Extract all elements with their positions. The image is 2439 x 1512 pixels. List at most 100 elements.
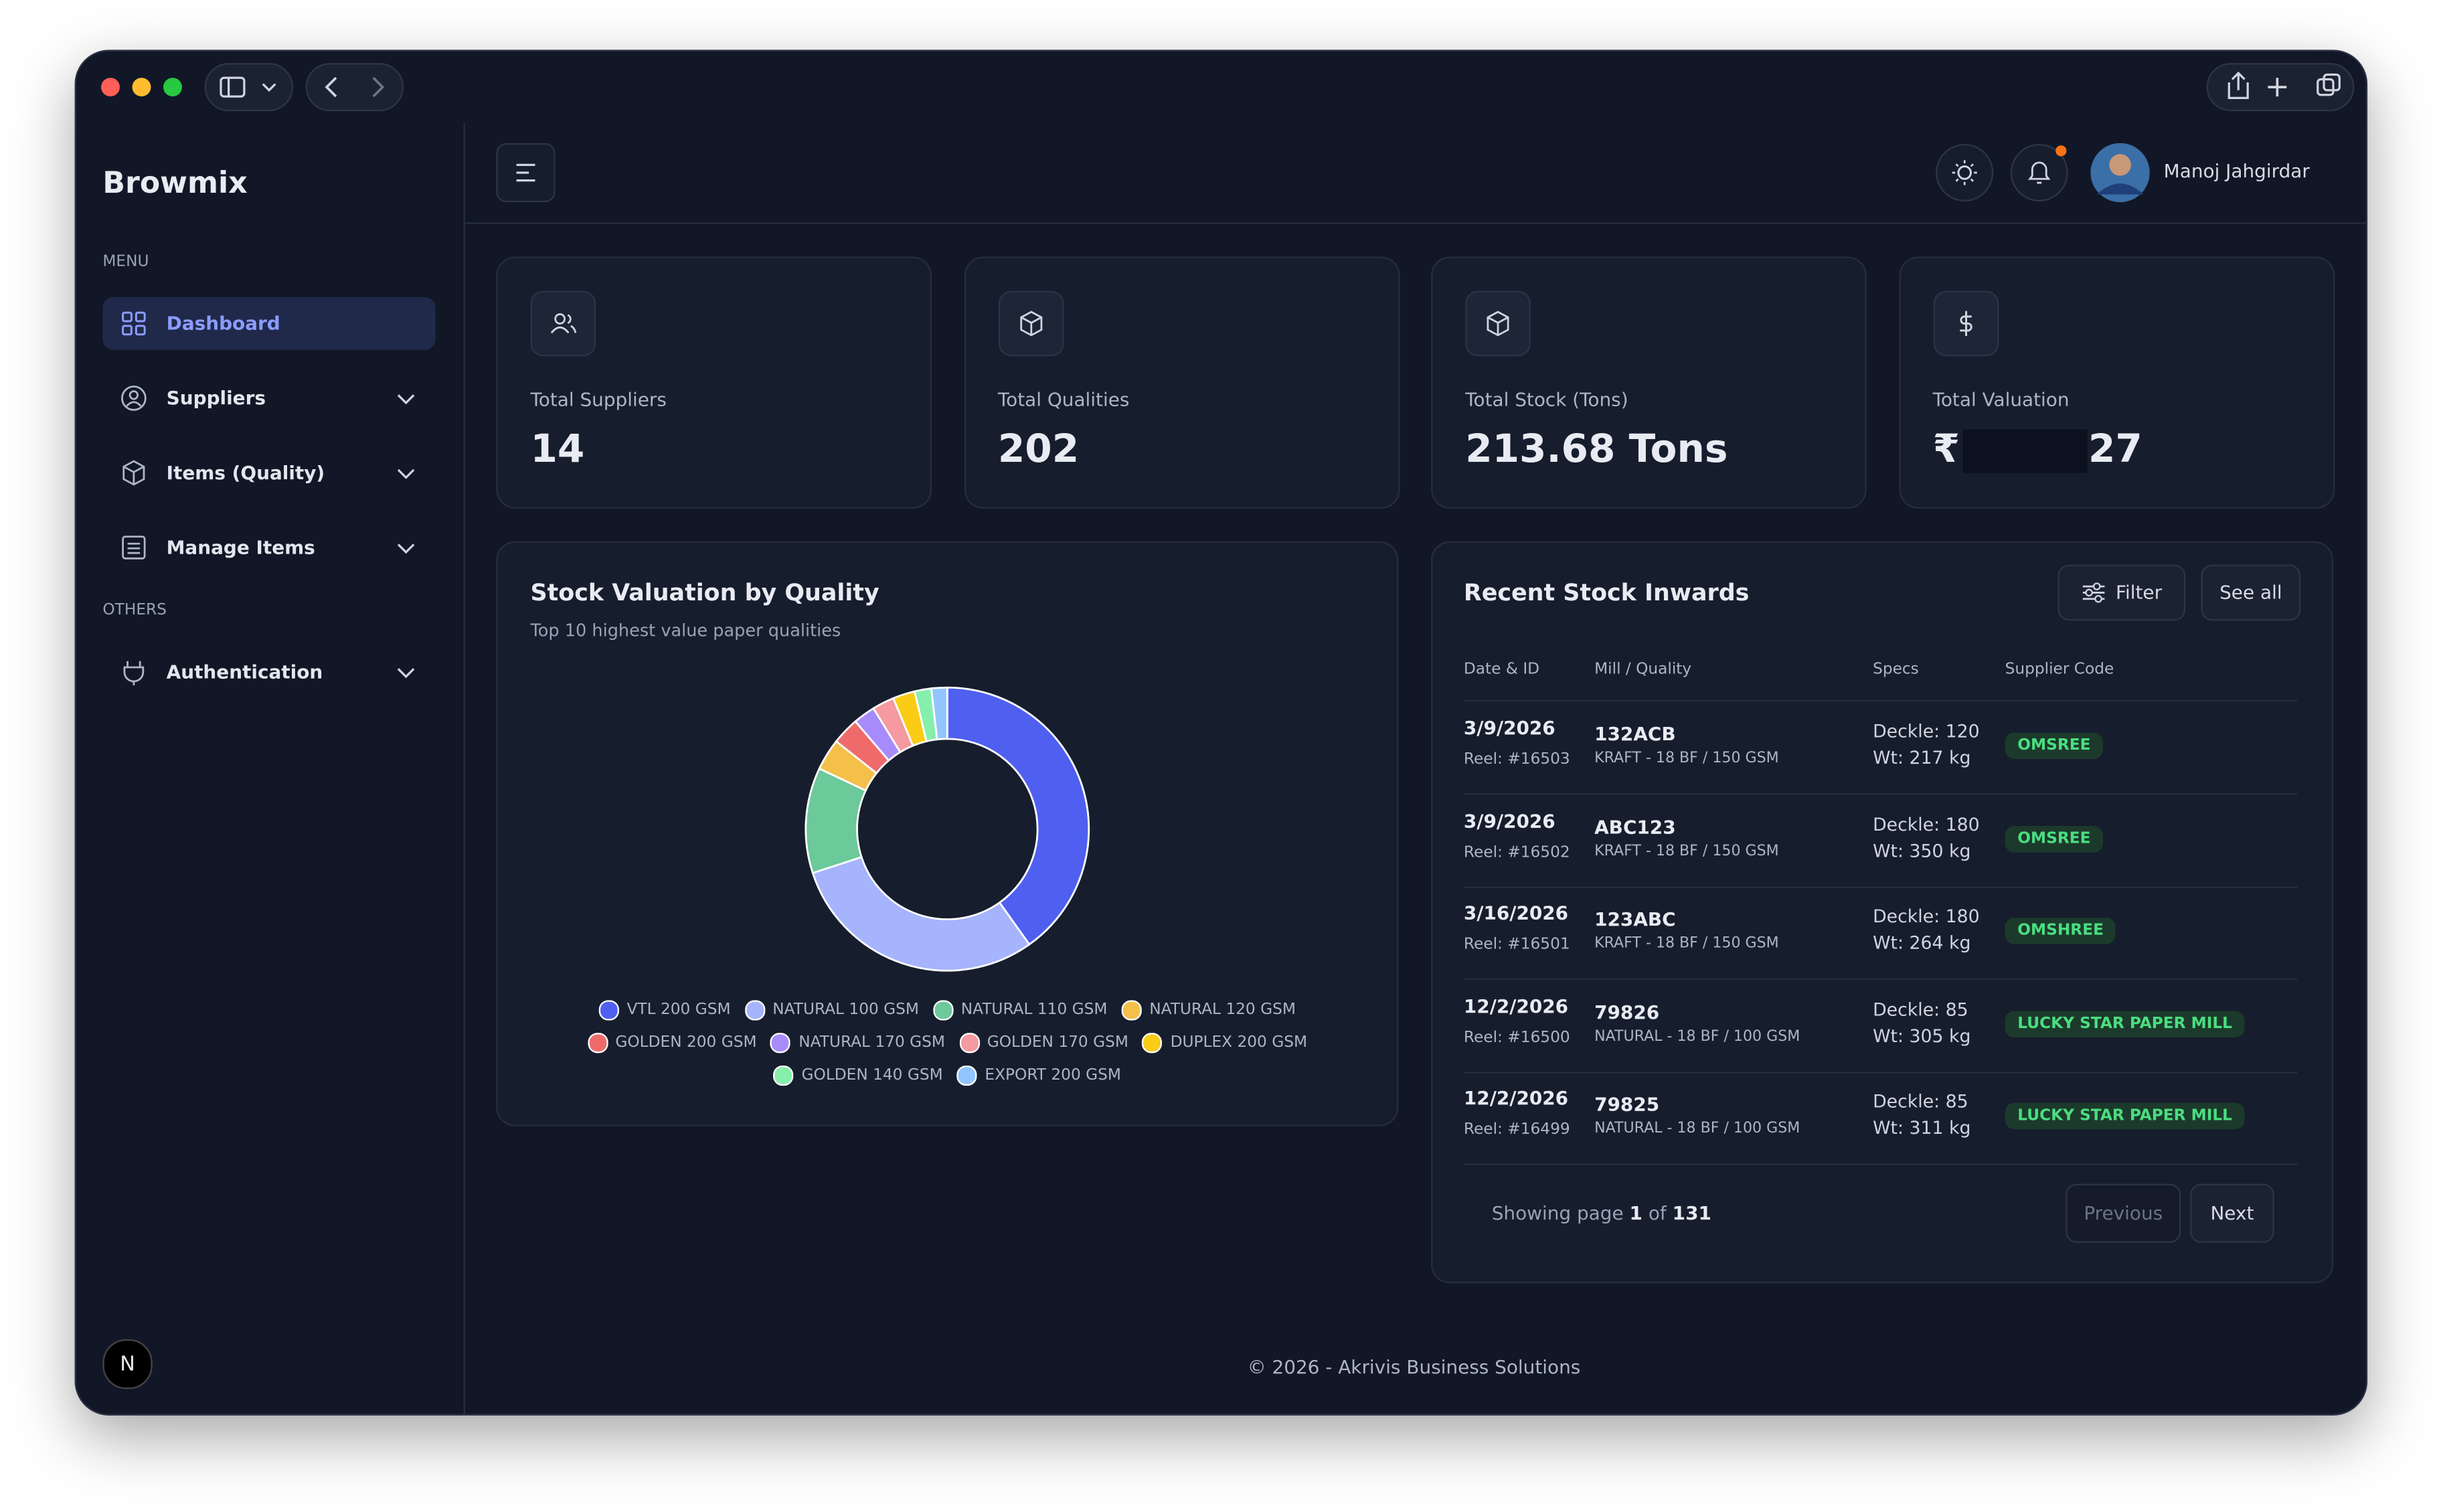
stat-value: ₹ <box>1932 426 1960 472</box>
weight: Wt: 311 kg <box>1873 1116 1971 1139</box>
badge[interactable]: N <box>102 1339 153 1390</box>
supplier-code: LUCKY STAR PAPER MILL <box>2005 1102 2245 1130</box>
filter-button[interactable]: Filter <box>2057 564 2186 621</box>
legend-item[interactable]: GOLDEN 170 GSM <box>958 1033 1128 1054</box>
tabs-icon[interactable] <box>2317 78 2335 96</box>
sidebar-toggle[interactable] <box>204 63 294 112</box>
legend-item[interactable]: VTL 200 GSM <box>598 1000 731 1021</box>
reel-id: Reel: #16500 <box>1463 1029 1570 1046</box>
title-bar <box>101 63 2355 112</box>
back-icon[interactable] <box>325 76 337 98</box>
legend-label: NATURAL 100 GSM <box>772 1001 920 1019</box>
legend-item[interactable]: NATURAL 170 GSM <box>770 1033 945 1054</box>
deckle: Deckle: 180 <box>1873 905 1980 928</box>
icon <box>121 386 147 411</box>
legend-swatch <box>1121 1000 1142 1021</box>
date: 3/9/2026 <box>1463 717 1555 739</box>
weight: Wt: 217 kg <box>1873 746 1971 769</box>
user-name[interactable]: Manoj Jahgirdar <box>2163 160 2310 182</box>
stat-icon <box>1932 290 1999 357</box>
legend-item[interactable]: GOLDEN 140 GSM <box>773 1065 943 1086</box>
legend-label: VTL 200 GSM <box>626 1001 731 1019</box>
legend-label: DUPLEX 200 GSM <box>1170 1034 1308 1052</box>
mill: ABC123 <box>1594 815 1676 838</box>
theme-toggle[interactable] <box>1936 143 1994 201</box>
stat-value: 213.68 Tons <box>1465 426 1728 472</box>
minimize-button[interactable] <box>132 78 151 97</box>
close-button[interactable] <box>101 78 120 97</box>
menu-item[interactable]: Dashboard <box>102 297 436 350</box>
menu-label: Dashboard <box>166 313 280 335</box>
stat-label: Total Valuation <box>1932 389 2070 411</box>
redaction <box>1962 429 2087 473</box>
stat-card: Total Valuation ₹27 <box>1898 256 2335 509</box>
column-header: Supplier Code <box>2005 661 2114 679</box>
menu-label: Suppliers <box>166 387 266 410</box>
quality: KRAFT - 18 BF / 150 GSM <box>1594 750 1779 767</box>
donut-slice <box>930 686 948 741</box>
legend-item[interactable]: NATURAL 110 GSM <box>932 1000 1107 1021</box>
supplier-code: OMSHREE <box>2005 918 2116 944</box>
new-tab-icon[interactable] <box>2268 78 2287 97</box>
header-actions <box>1936 143 2150 203</box>
legend-label: GOLDEN 170 GSM <box>987 1034 1128 1052</box>
icon <box>2028 161 2051 184</box>
next-button[interactable]: Next <box>2190 1183 2274 1243</box>
menu-item[interactable]: Suppliers <box>102 371 435 424</box>
table-title: Recent Stock Inwards <box>1463 578 1750 607</box>
donut-chart <box>805 686 1090 972</box>
stat-icon <box>1465 290 1531 357</box>
icon <box>1957 165 1972 180</box>
tabs-icon[interactable] <box>2323 73 2341 92</box>
forward-icon[interactable] <box>372 76 385 98</box>
notifications[interactable] <box>2010 143 2068 201</box>
menu-item[interactable]: Manage Items <box>102 521 435 574</box>
zoom-button[interactable] <box>163 78 182 97</box>
menu-item[interactable]: Items (Quality) <box>102 446 435 499</box>
legend-swatch <box>598 1000 619 1021</box>
table-card <box>1431 541 2333 1284</box>
legend-item[interactable]: EXPORT 200 GSM <box>956 1065 1121 1086</box>
reel-id: Reel: #16499 <box>1463 1121 1570 1139</box>
legend-swatch <box>958 1033 980 1054</box>
row-separator <box>1463 793 2298 795</box>
mill: 79825 <box>1594 1093 1660 1116</box>
footer: © 2026 - Akrivis Business Solutions <box>1247 1356 1581 1379</box>
share-icon[interactable] <box>2227 71 2249 100</box>
legend-item[interactable]: DUPLEX 200 GSM <box>1142 1033 1308 1054</box>
menu-toggle[interactable] <box>496 143 556 203</box>
legend-swatch <box>773 1065 794 1086</box>
date: 3/9/2026 <box>1463 809 1555 832</box>
chart-subtitle: Top 10 highest value paper qualities <box>530 620 841 641</box>
legend-item[interactable]: NATURAL 100 GSM <box>744 1000 920 1021</box>
legend-row: GOLDEN 140 GSM EXPORT 200 GSM <box>512 1060 1383 1092</box>
date: 12/2/2026 <box>1463 1087 1569 1110</box>
date: 12/2/2026 <box>1463 995 1569 1017</box>
date: 3/16/2026 <box>1463 902 1569 924</box>
reel-id: Reel: #16502 <box>1463 843 1570 861</box>
see-all-button[interactable]: See all <box>2201 564 2301 621</box>
menu-item[interactable]: Authentication <box>102 645 435 698</box>
nav-buttons[interactable] <box>305 63 404 112</box>
reel-id: Reel: #16503 <box>1463 751 1570 769</box>
stat-card: Total Suppliers 14 <box>496 256 932 509</box>
donut-slice <box>946 686 1090 946</box>
legend-swatch <box>956 1065 977 1086</box>
chart-title: Stock Valuation by Quality <box>530 578 879 607</box>
legend-item[interactable]: NATURAL 120 GSM <box>1121 1000 1296 1021</box>
stat-icon <box>530 290 596 357</box>
supplier-code: OMSREE <box>2005 732 2104 760</box>
weight: Wt: 305 kg <box>1873 1024 1971 1046</box>
row-separator <box>1463 886 2298 888</box>
column-header: Date & ID <box>1463 661 1540 679</box>
weight: Wt: 264 kg <box>1873 932 1971 954</box>
previous-button[interactable]: Previous <box>2066 1183 2181 1243</box>
icon <box>550 313 577 334</box>
browser-window: Browmix MENU Dashboard Suppliers Items (Qu… <box>74 50 2368 1416</box>
icon <box>1952 160 1977 185</box>
deckle: Deckle: 120 <box>1873 720 1980 742</box>
legend-item[interactable]: GOLDEN 200 GSM <box>587 1033 757 1054</box>
legend-swatch <box>1142 1033 1163 1054</box>
